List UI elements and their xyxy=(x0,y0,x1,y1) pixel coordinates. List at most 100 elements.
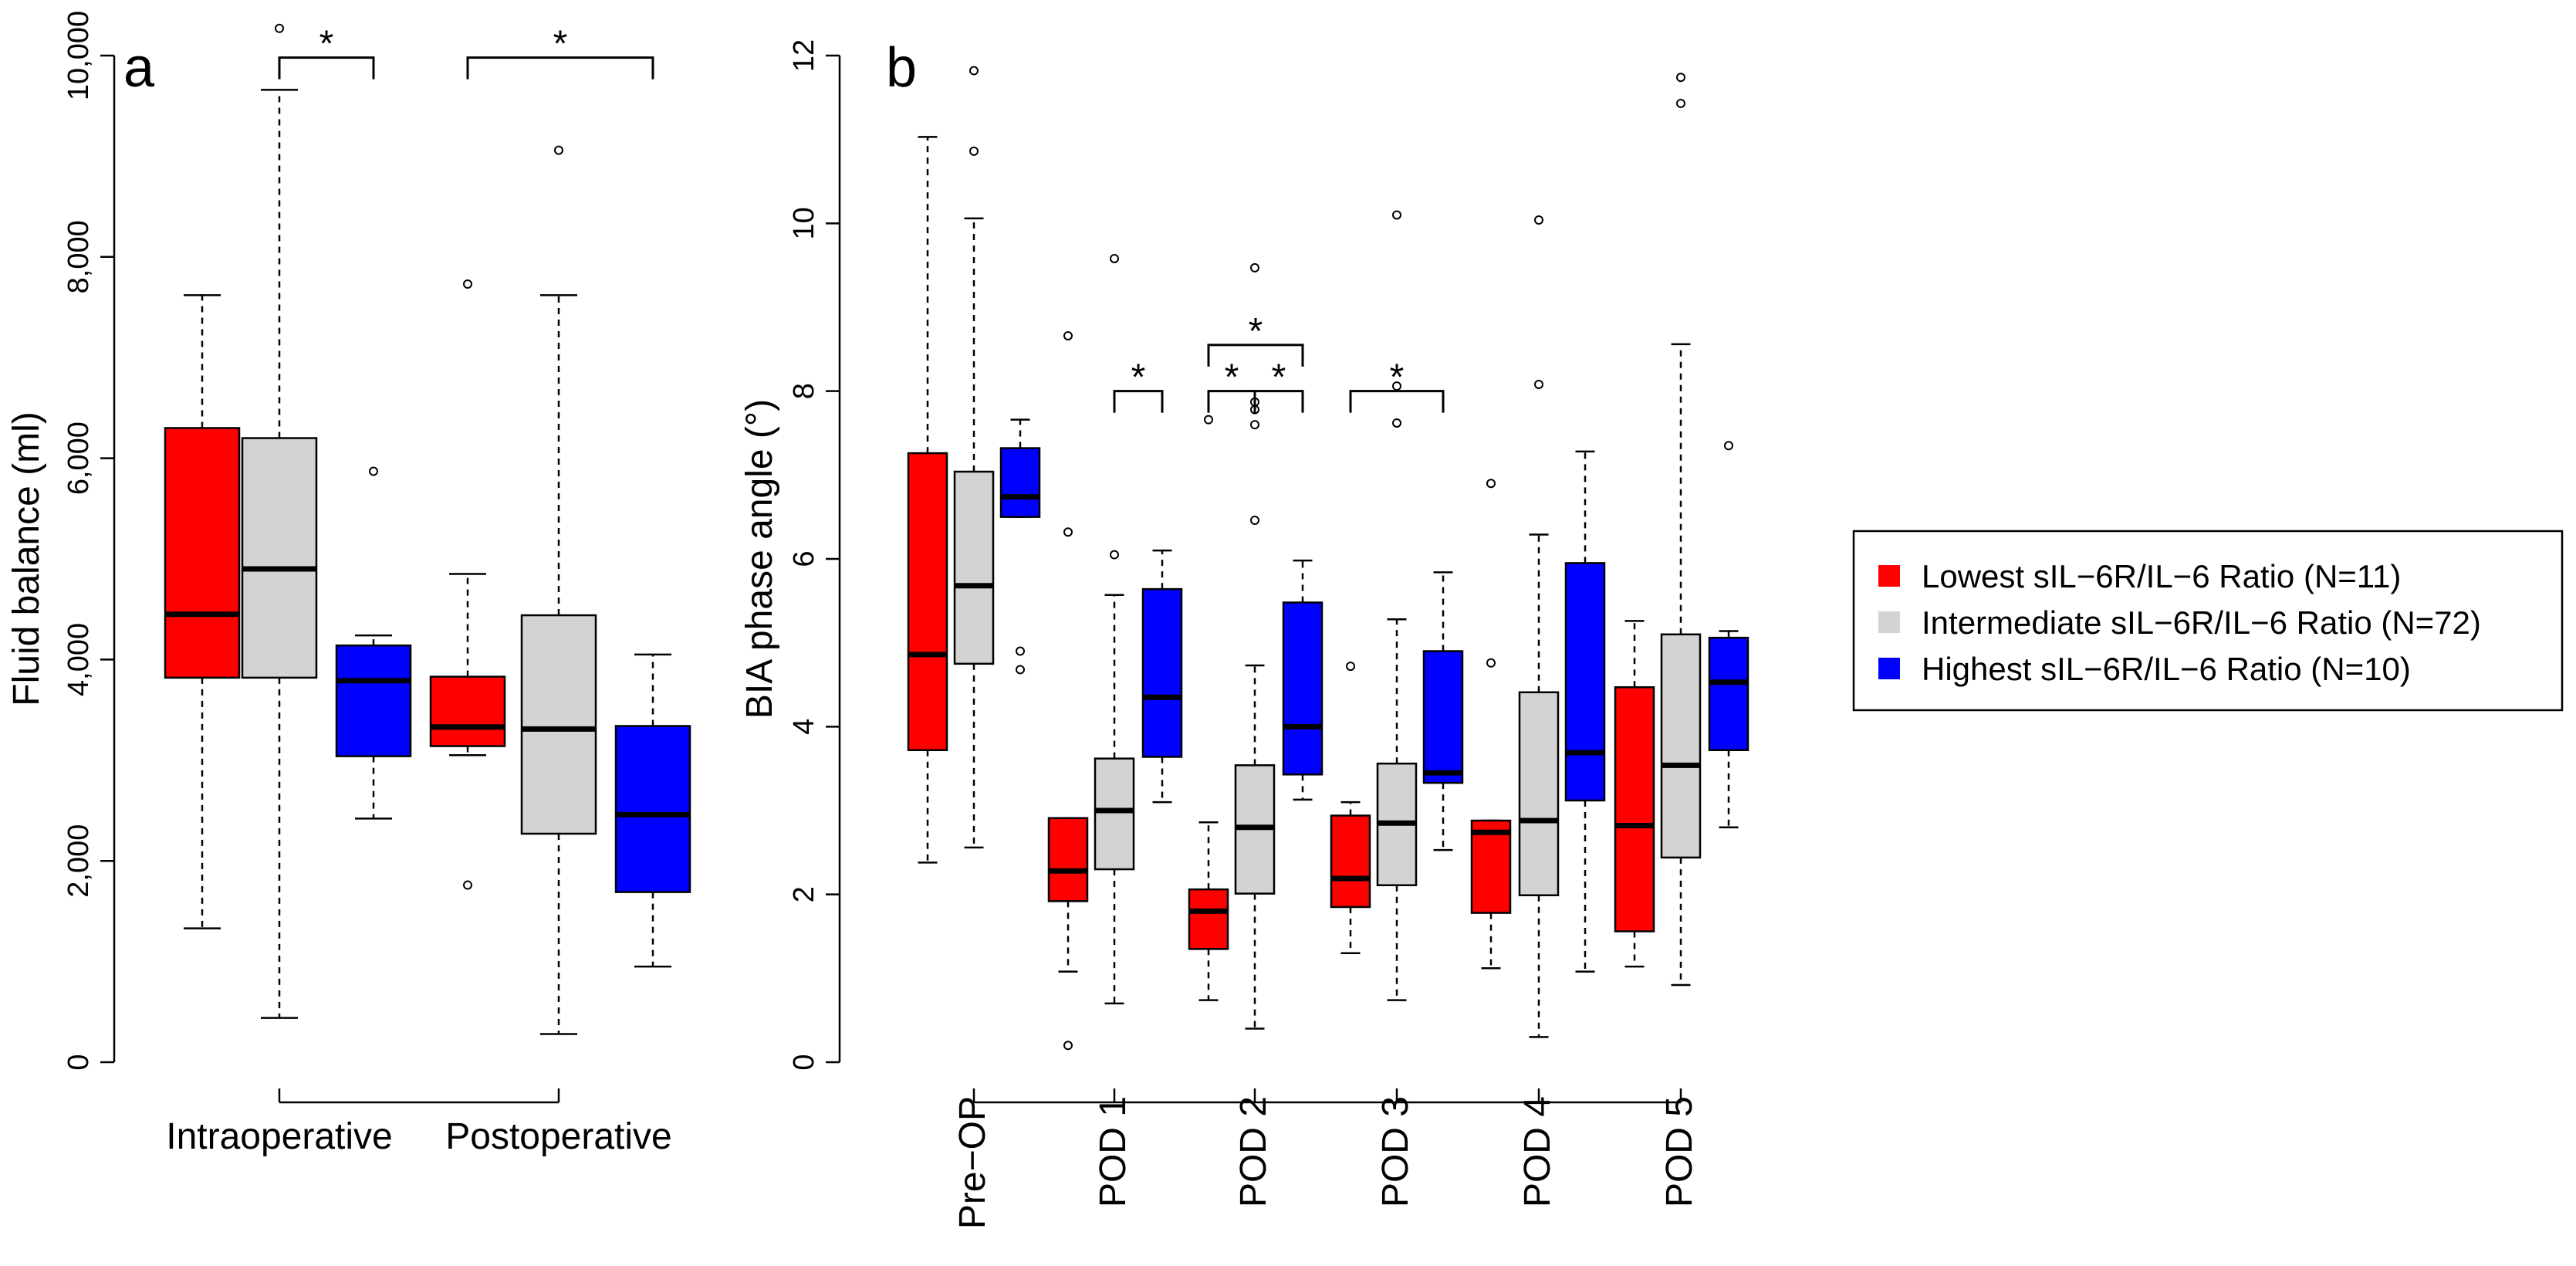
box-lowest xyxy=(1188,415,1229,1001)
outlier-point xyxy=(1392,418,1401,428)
y-tick-label: 2 xyxy=(788,886,820,902)
legend-item: Intermediate sIL−6R/IL−6 Ratio (N=72) xyxy=(1878,604,2481,641)
box-highest xyxy=(1141,549,1183,804)
iqr-box xyxy=(907,452,948,752)
box-lowest xyxy=(1047,330,1089,1051)
x-tick-label: Intraoperative xyxy=(166,1116,393,1157)
iqr-box xyxy=(1708,636,1749,752)
y-tick-label: 4 xyxy=(788,719,820,735)
outlier-point xyxy=(1676,73,1685,83)
y-tick-label: 10,000 xyxy=(63,11,95,100)
iqr-box xyxy=(1094,757,1135,871)
y-tick-label: 10 xyxy=(788,207,820,239)
significance-bracket xyxy=(1207,344,1304,367)
x-tick-label: POD 3 xyxy=(1375,1096,1416,1207)
outlier-point xyxy=(1016,665,1025,675)
significance-star: * xyxy=(1131,357,1146,398)
box-highest xyxy=(335,466,412,820)
box-lowest xyxy=(1330,662,1371,954)
box-intermediate xyxy=(1234,262,1276,1030)
iqr-box xyxy=(999,447,1041,518)
outlier-point xyxy=(969,66,979,76)
iqr-box xyxy=(1470,819,1512,914)
iqr-box xyxy=(1330,814,1371,909)
legend-swatch xyxy=(1878,565,1900,587)
outlier-point xyxy=(463,279,472,289)
box-intermediate xyxy=(1660,73,1702,987)
outlier-point xyxy=(1250,516,1259,526)
panel-letter: a xyxy=(123,37,155,99)
box-intermediate xyxy=(1094,253,1135,1005)
box-highest xyxy=(1422,571,1464,851)
legend-label: Lowest sIL−6R/IL−6 Ratio (N=11) xyxy=(1922,558,2401,594)
legend: Lowest sIL−6R/IL−6 Ratio (N=11) Intermedi… xyxy=(1852,530,2564,712)
iqr-box xyxy=(1564,562,1606,802)
outlier-point xyxy=(1392,210,1401,220)
box-highest xyxy=(1708,441,1749,828)
significance-bracket xyxy=(1349,390,1445,413)
significance-star: * xyxy=(553,24,568,65)
significance-bracket xyxy=(1253,390,1304,413)
box-intermediate xyxy=(241,23,318,1019)
iqr-box xyxy=(429,675,506,747)
iqr-box xyxy=(1282,601,1323,776)
significance-bracket xyxy=(278,56,375,80)
x-tick-label: Postoperative xyxy=(445,1116,672,1157)
y-tick-label: 8 xyxy=(788,383,820,399)
box-lowest xyxy=(164,294,241,929)
legend-swatch xyxy=(1878,611,1900,633)
box-intermediate xyxy=(1376,210,1418,1001)
outlier-point xyxy=(1534,379,1543,389)
box-intermediate xyxy=(520,145,597,1035)
legend-frame xyxy=(1852,530,2564,712)
box-lowest xyxy=(907,136,948,864)
significance-bracket xyxy=(1113,390,1164,413)
iqr-box xyxy=(164,427,241,679)
legend-label: Intermediate sIL−6R/IL−6 Ratio (N=72) xyxy=(1922,604,2481,641)
outlier-point xyxy=(1676,98,1685,108)
y-tick-label: 2,000 xyxy=(63,824,95,898)
x-tick-label: POD 2 xyxy=(1233,1096,1274,1207)
significance-star: * xyxy=(1225,357,1239,398)
box-lowest xyxy=(429,279,506,890)
box-lowest xyxy=(1470,479,1512,970)
y-axis-label: Fluid balance (ml) xyxy=(6,411,47,706)
iqr-box xyxy=(1422,650,1464,784)
y-tick-label: 0 xyxy=(788,1054,820,1070)
x-tick-label: POD 1 xyxy=(1093,1096,1134,1207)
significance-star: * xyxy=(1390,357,1405,398)
y-tick-label: 6,000 xyxy=(63,421,95,495)
outlier-point xyxy=(1063,1041,1073,1051)
y-tick-label: 8,000 xyxy=(63,220,95,293)
outlier-point xyxy=(463,880,472,890)
y-tick-label: 0 xyxy=(63,1054,95,1070)
outlier-point xyxy=(1346,662,1355,672)
outlier-point xyxy=(1250,262,1259,272)
outlier-point xyxy=(1110,253,1119,263)
y-tick-label: 4,000 xyxy=(63,623,95,696)
box-highest xyxy=(999,418,1041,675)
y-axis-label: BIA phase angle (°) xyxy=(739,399,780,719)
significance-bracket xyxy=(466,56,654,80)
outlier-point xyxy=(369,466,378,476)
box-highest xyxy=(1564,450,1606,973)
significance-star: * xyxy=(1249,311,1263,352)
outlier-point xyxy=(1392,381,1401,391)
outlier-point xyxy=(275,23,284,33)
iqr-box xyxy=(520,614,597,835)
y-tick-label: 6 xyxy=(788,550,820,567)
legend-label: Highest sIL−6R/IL−6 Ratio (N=10) xyxy=(1922,651,2411,687)
iqr-box xyxy=(1660,633,1702,859)
box-intermediate xyxy=(1518,215,1560,1038)
iqr-box xyxy=(241,437,318,679)
iqr-box xyxy=(1614,686,1655,933)
iqr-box xyxy=(1141,587,1183,758)
significance-star: * xyxy=(1272,357,1286,398)
outlier-point xyxy=(554,145,563,155)
outlier-point xyxy=(1063,330,1073,340)
outlier-point xyxy=(1534,215,1543,225)
legend-item: Lowest sIL−6R/IL−6 Ratio (N=11) xyxy=(1878,558,2401,594)
iqr-box xyxy=(1518,691,1560,897)
iqr-box xyxy=(335,644,412,757)
